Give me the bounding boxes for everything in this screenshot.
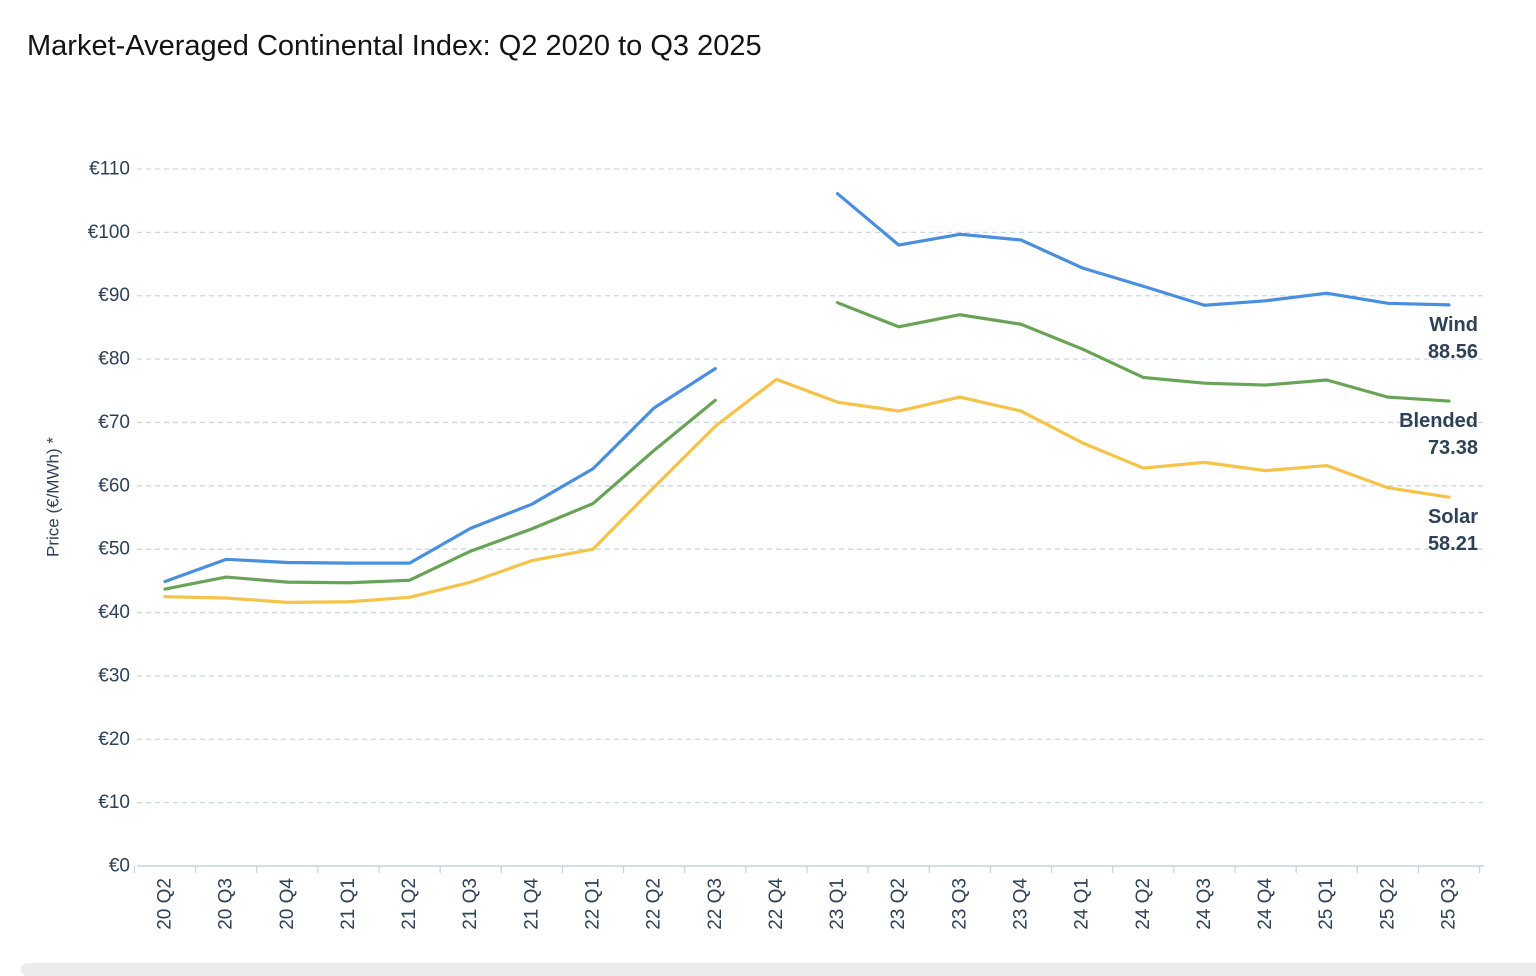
y-tick-label-110: €110	[89, 159, 130, 180]
y-tick-label-70: €70	[98, 412, 130, 433]
y-tick-label-30: €30	[98, 665, 130, 686]
y-tick-label-100: €100	[88, 222, 130, 243]
y-tick-label-90: €90	[98, 285, 130, 306]
x-tick-label-25-Q3: 25 Q3	[1439, 878, 1460, 930]
x-tick-label-23-Q3: 23 Q3	[949, 878, 970, 930]
y-tick-label-20: €20	[98, 729, 130, 750]
x-tick-label-23-Q2: 23 Q2	[888, 878, 909, 930]
solar-series-label: Solar	[1428, 506, 1478, 528]
y-tick-label-80: €80	[98, 349, 130, 370]
x-tick-label-24-Q3: 24 Q3	[1194, 878, 1215, 930]
x-tick-label-22-Q3: 22 Q3	[705, 878, 726, 930]
y-axis-title: Price (€/MWh) *	[44, 437, 63, 557]
x-tick-label-24-Q2: 24 Q2	[1133, 878, 1154, 930]
solar-series-value: 58.21	[1428, 533, 1478, 555]
blended-line	[835, 301, 1451, 403]
y-tick-label-10: €10	[98, 792, 130, 813]
x-tick-label-21-Q2: 21 Q2	[399, 878, 420, 930]
solar-line	[163, 377, 1451, 605]
x-tick-label-20-Q2: 20 Q2	[155, 878, 176, 930]
blended-series-label: Blended	[1399, 410, 1478, 432]
x-tick-label-25-Q2: 25 Q2	[1377, 878, 1398, 930]
horizontal-scrollbar[interactable]	[21, 963, 1536, 976]
y-tick-label-40: €40	[98, 602, 130, 623]
x-tick-label-21-Q3: 21 Q3	[460, 878, 481, 930]
y-tick-label-60: €60	[98, 475, 130, 496]
x-tick-label-21-Q1: 21 Q1	[338, 878, 359, 930]
blended-line	[163, 398, 717, 591]
x-tick-label-20-Q4: 20 Q4	[277, 878, 298, 930]
x-tick-label-23-Q1: 23 Q1	[827, 878, 848, 930]
x-tick-label-22-Q4: 22 Q4	[766, 878, 787, 930]
x-tick-label-22-Q1: 22 Q1	[583, 878, 604, 930]
x-tick-label-24-Q1: 24 Q1	[1072, 878, 1093, 930]
y-tick-label-50: €50	[98, 539, 130, 560]
y-tick-label-0: €0	[109, 856, 130, 877]
chart-title: Market-Averaged Continental Index: Q2 20…	[27, 30, 762, 62]
wind-line	[163, 366, 717, 584]
wind-series-value: 88.56	[1428, 341, 1478, 363]
x-tick-label-21-Q4: 21 Q4	[521, 878, 542, 930]
x-tick-label-23-Q4: 23 Q4	[1011, 878, 1032, 930]
x-tick-label-20-Q3: 20 Q3	[216, 878, 237, 930]
x-tick-label-22-Q2: 22 Q2	[644, 878, 665, 930]
x-tick-label-25-Q1: 25 Q1	[1316, 878, 1337, 930]
blended-series-value: 73.38	[1428, 437, 1478, 459]
x-tick-label-24-Q4: 24 Q4	[1255, 878, 1276, 930]
wind-series-label: Wind	[1429, 314, 1478, 336]
wind-line	[835, 192, 1451, 307]
